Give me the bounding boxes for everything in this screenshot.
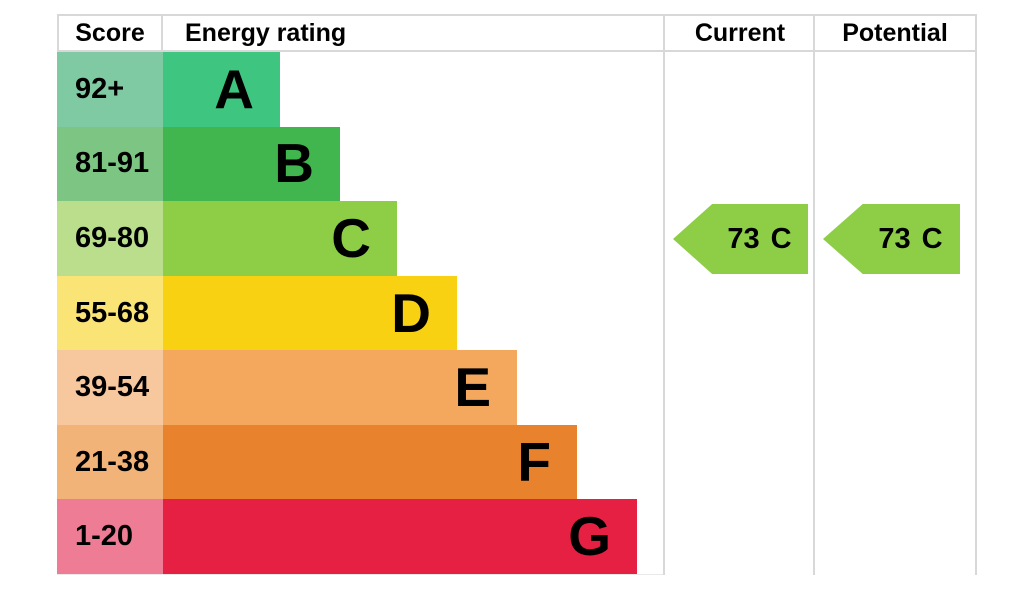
band-row: 1-20 G — [57, 499, 663, 575]
potential-rating-score: 73 — [878, 222, 911, 255]
band-score-range: 81-91 — [57, 126, 163, 202]
band-bar: C — [163, 201, 397, 276]
potential-rating-arrow: 73 C — [823, 204, 960, 274]
potential-column-header: Potential — [842, 18, 948, 47]
current-column-left-divider — [663, 14, 665, 575]
band-score-range: 69-80 — [57, 201, 163, 276]
band-bar: D — [163, 275, 457, 351]
current-potential-divider — [813, 14, 815, 575]
current-column-header: Current — [694, 18, 786, 47]
score-column-header: Score — [59, 16, 163, 50]
band-row: 55-68 D — [57, 275, 663, 351]
current-rating-score: 73 — [727, 222, 760, 255]
band-bar: F — [163, 424, 577, 500]
potential-rating-grade: C — [921, 222, 943, 255]
band-row: 69-80 C — [57, 201, 663, 276]
band-score-range: 55-68 — [57, 275, 163, 351]
band-bar: E — [163, 350, 517, 425]
epc-table: Score Energy rating Current Potential 92… — [57, 14, 977, 575]
band-bar: B — [163, 126, 340, 202]
band-bar: G — [163, 499, 637, 575]
band-score-range: 21-38 — [57, 424, 163, 500]
current-rating-arrow: 73 C — [673, 204, 808, 274]
rating-bands: 92+ A 81-91 B 69-80 C 55-68 D 39-54 E 21… — [57, 52, 663, 575]
band-row: 21-38 F — [57, 424, 663, 500]
band-row: 39-54 E — [57, 350, 663, 425]
current-rating-grade: C — [770, 222, 792, 255]
band-score-range: 92+ — [57, 52, 163, 127]
potential-column-right-divider — [975, 14, 977, 575]
band-score-range: 1-20 — [57, 499, 163, 575]
band-score-range: 39-54 — [57, 350, 163, 425]
band-bar: A — [163, 52, 280, 127]
band-row: 92+ A — [57, 52, 663, 127]
band-row: 81-91 B — [57, 126, 663, 202]
energy-rating-column-header: Energy rating — [185, 18, 347, 47]
table-header-row: Score Energy rating Current Potential — [57, 14, 977, 52]
